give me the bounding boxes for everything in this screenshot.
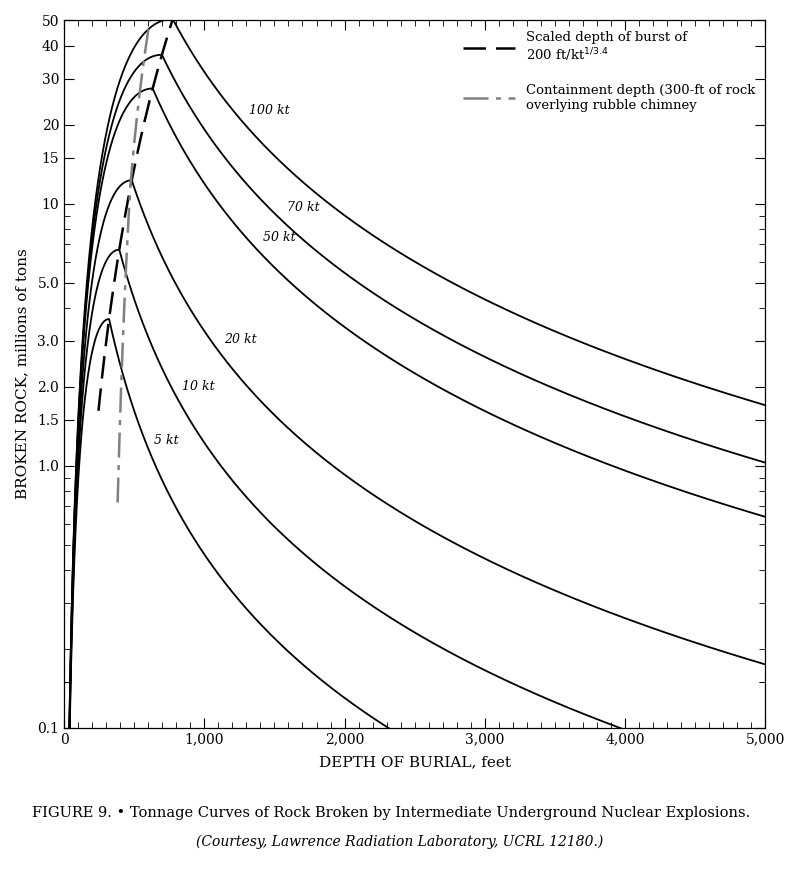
- Text: 70 kt: 70 kt: [287, 201, 320, 214]
- Y-axis label: BROKEN ROCK, millions of tons: BROKEN ROCK, millions of tons: [15, 249, 29, 499]
- Text: 20 kt: 20 kt: [224, 333, 257, 346]
- Text: (Courtesy, Lawrence Radiation Laboratory, UCRL 12180.): (Courtesy, Lawrence Radiation Laboratory…: [196, 834, 604, 849]
- Text: 50 kt: 50 kt: [263, 232, 296, 245]
- Text: 100 kt: 100 kt: [249, 105, 290, 118]
- Text: 10 kt: 10 kt: [182, 380, 214, 393]
- Text: FIGURE 9. • Tonnage Curves of Rock Broken by Intermediate Underground Nuclear Ex: FIGURE 9. • Tonnage Curves of Rock Broke…: [32, 806, 750, 820]
- Text: 5 kt: 5 kt: [154, 434, 178, 447]
- Legend: Scaled depth of burst of
200 ft/kt$^{1/3.4}$, Containment depth (300-ft of rock
: Scaled depth of burst of 200 ft/kt$^{1/3…: [462, 30, 755, 111]
- X-axis label: DEPTH OF BURIAL, feet: DEPTH OF BURIAL, feet: [318, 755, 510, 769]
